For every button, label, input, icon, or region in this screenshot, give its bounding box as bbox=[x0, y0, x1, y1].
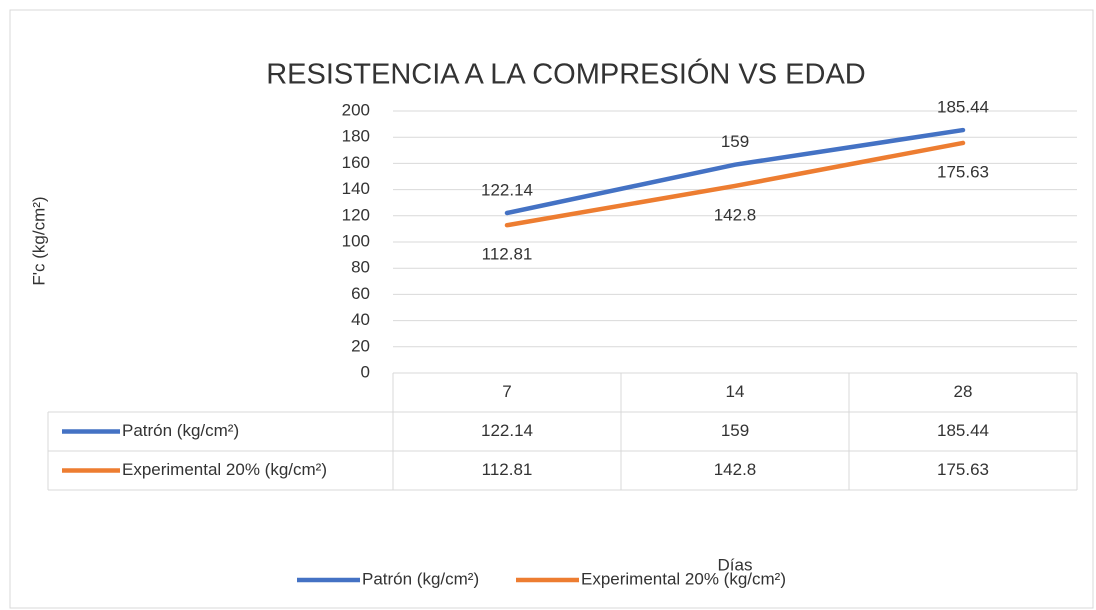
data-label: 175.63 bbox=[937, 162, 989, 181]
y-tick-label: 140 bbox=[342, 179, 370, 198]
y-tick-label: 120 bbox=[342, 205, 370, 224]
x-tick-label: 14 bbox=[726, 382, 745, 401]
data-label: 142.8 bbox=[714, 205, 757, 224]
table-cell: 175.63 bbox=[937, 460, 989, 479]
y-axis-title: F'c (kg/cm²) bbox=[29, 196, 48, 285]
y-tick-label: 60 bbox=[351, 284, 370, 303]
table-cell: 112.81 bbox=[482, 460, 533, 479]
legend-label: Patrón (kg/cm²) bbox=[362, 569, 479, 588]
y-tick-label: 160 bbox=[342, 153, 370, 172]
table-cell: 185.44 bbox=[937, 421, 989, 440]
chart-frame bbox=[9, 9, 1094, 609]
x-tick-label: 7 bbox=[502, 382, 511, 401]
table-row-header: Patrón (kg/cm²) bbox=[122, 421, 239, 440]
y-tick-label: 20 bbox=[351, 336, 370, 355]
y-tick-label: 200 bbox=[342, 100, 370, 119]
table-cell: 142.8 bbox=[714, 460, 757, 479]
data-label: 159 bbox=[721, 132, 749, 151]
table-cell: 159 bbox=[721, 421, 749, 440]
chart-title: RESISTENCIA A LA COMPRESIÓN VS EDAD bbox=[266, 58, 866, 91]
table-row-header: Experimental 20% (kg/cm²) bbox=[122, 460, 327, 479]
x-tick-label: 28 bbox=[954, 382, 973, 401]
data-label: 122.14 bbox=[481, 180, 533, 199]
y-tick-label: 40 bbox=[351, 310, 370, 329]
y-tick-label: 180 bbox=[342, 127, 370, 146]
y-tick-label: 0 bbox=[361, 362, 370, 381]
data-label: 185.44 bbox=[937, 98, 989, 117]
y-tick-label: 80 bbox=[351, 258, 370, 277]
y-tick-label: 100 bbox=[342, 231, 370, 250]
x-axis-title: Días bbox=[718, 555, 753, 574]
series-line bbox=[504, 140, 966, 228]
legend-label: Experimental 20% (kg/cm²) bbox=[581, 569, 786, 588]
data-label: 112.81 bbox=[482, 245, 533, 264]
table-cell: 122.14 bbox=[481, 421, 533, 440]
series-line bbox=[504, 127, 966, 216]
